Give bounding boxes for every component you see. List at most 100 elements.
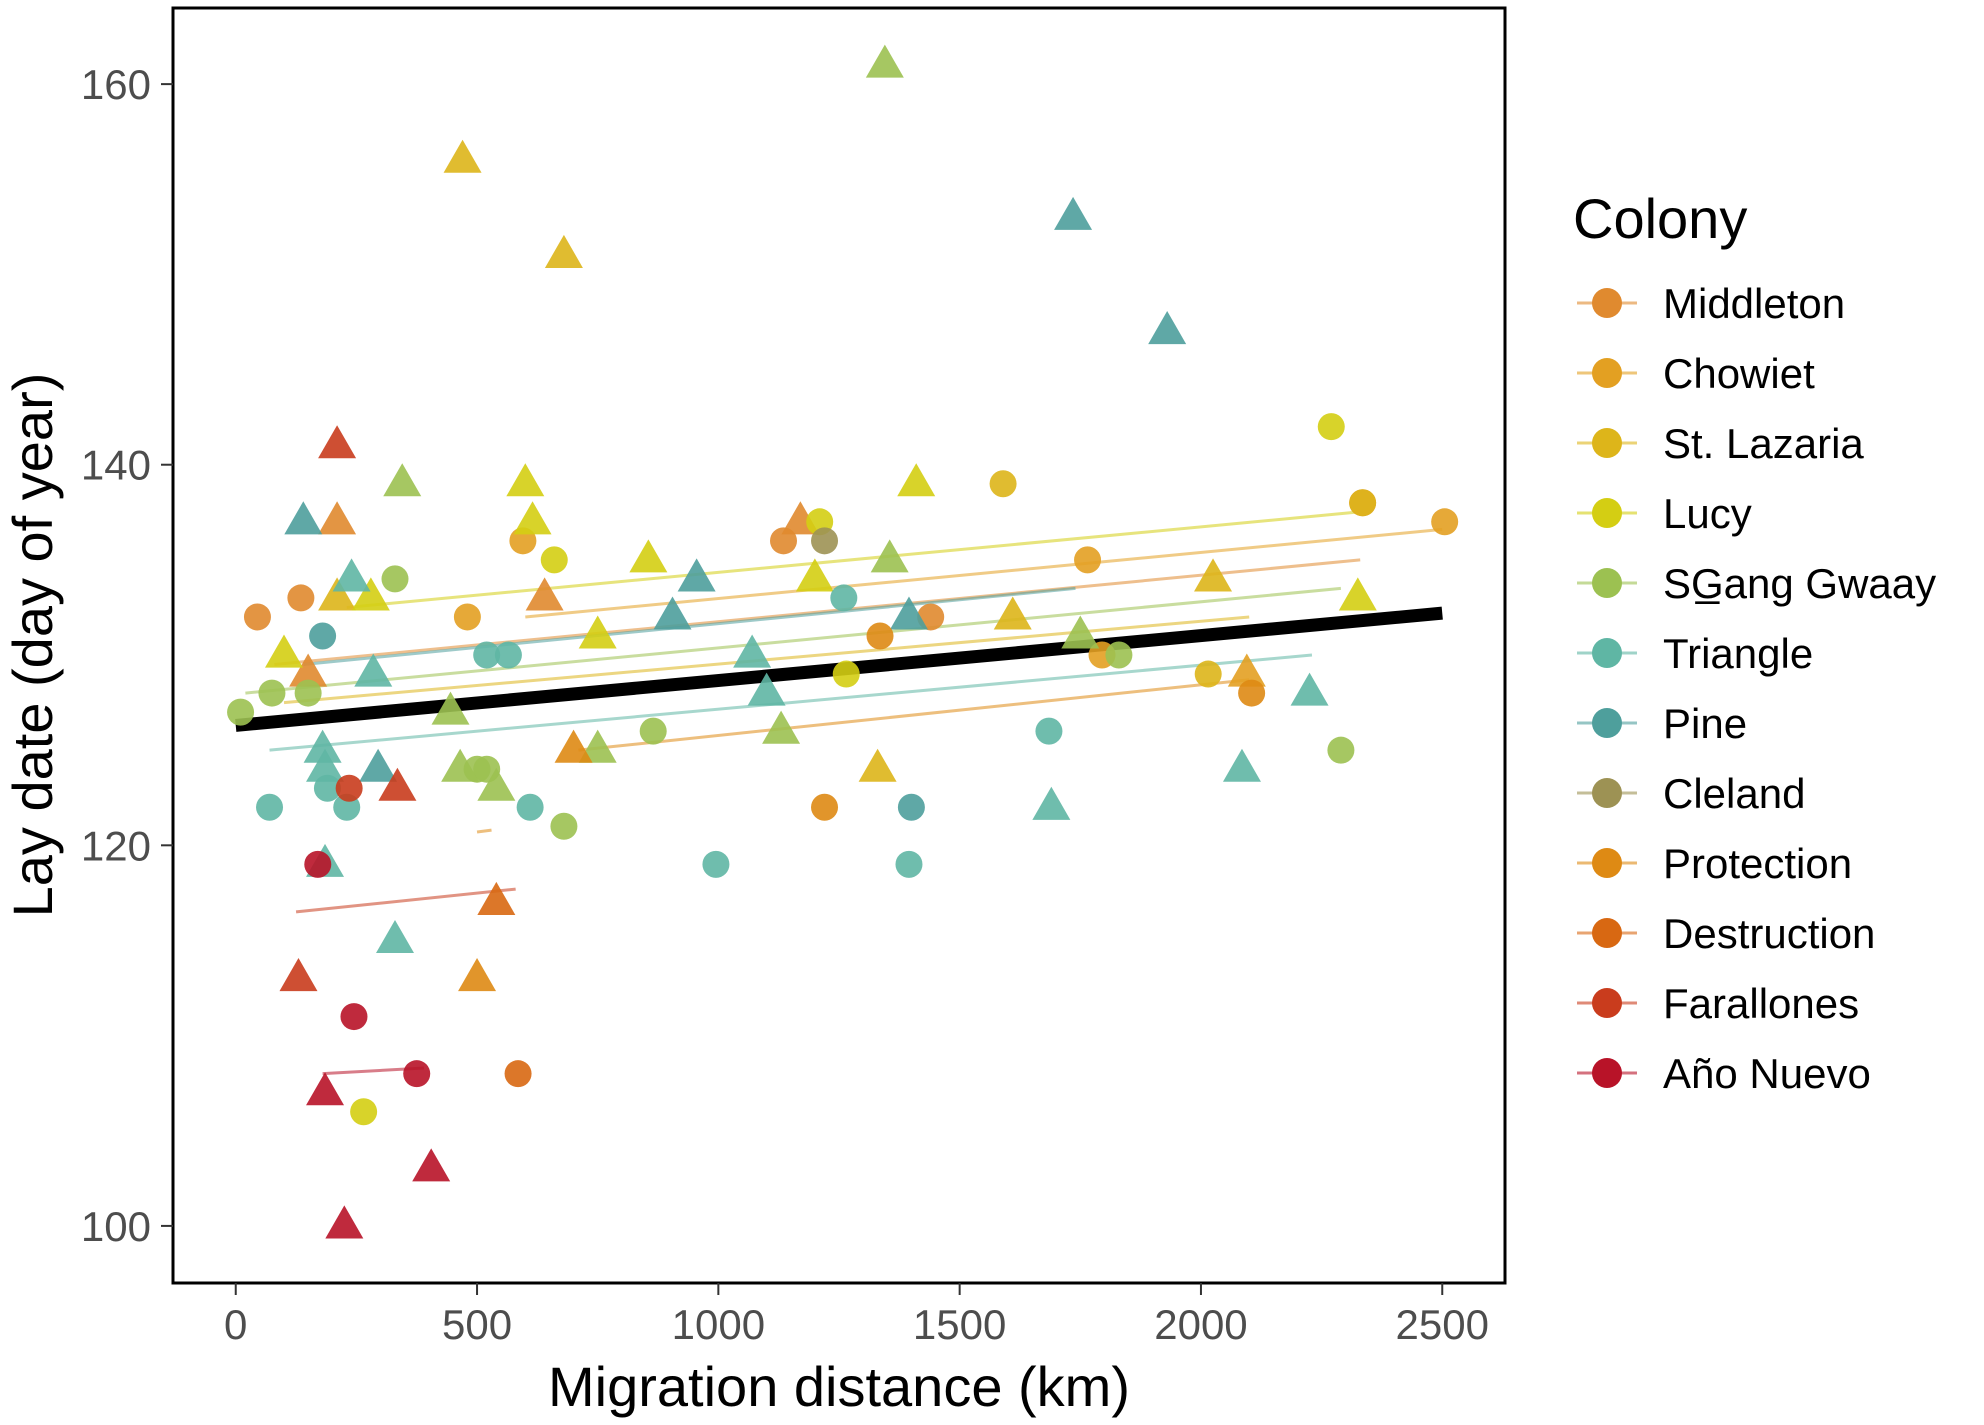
data-point-lucy-circle xyxy=(832,660,860,688)
legend-item-cleland: Cleland xyxy=(1577,770,1805,817)
x-tick-label: 2000 xyxy=(1154,1301,1247,1348)
legend-item-protection: Protection xyxy=(1577,840,1852,887)
data-point-lucy-triangle xyxy=(265,634,303,668)
legend-swatch xyxy=(1592,848,1622,878)
data-point-protection-circle xyxy=(811,793,839,821)
plot-panel-border xyxy=(171,6,1507,1285)
data-point-triangle-triangle xyxy=(303,729,342,763)
fit-line-sgang-gwaay xyxy=(245,586,1342,695)
legend-label: Pine xyxy=(1663,700,1747,747)
data-point-sgang-gwaay-triangle xyxy=(477,767,516,801)
data-point-lucy-triangle xyxy=(578,615,617,649)
data-point-pine-triangle xyxy=(284,501,323,535)
y-tick-label: 100 xyxy=(81,1203,151,1250)
data-point-lucy-triangle xyxy=(506,463,545,497)
legend-swatch xyxy=(1592,288,1622,318)
data-point-st-lazaria-triangle xyxy=(318,577,357,611)
colony-fit-lines xyxy=(245,510,1443,1076)
fit-line-triangle xyxy=(269,653,1313,752)
data-point-lucy-triangle xyxy=(351,577,390,611)
legend-title: Colony xyxy=(1573,187,1747,250)
data-point-sgang-gwaay-circle xyxy=(294,679,322,707)
legend-label: Chowiet xyxy=(1663,350,1815,397)
data-point-sgang-gwaay-circle xyxy=(639,717,667,745)
data-point-st-lazaria-triangle xyxy=(993,596,1032,630)
data-point-chowiet-circle xyxy=(1074,546,1102,574)
data-point-triangle-triangle xyxy=(354,653,393,687)
data-point-lucy-triangle xyxy=(795,558,834,592)
data-point-lucy-circle xyxy=(540,546,568,574)
data-point-triangle-circle xyxy=(830,584,858,612)
data-point-farallones-circle xyxy=(335,774,363,802)
data-point-middleton-circle xyxy=(287,584,315,612)
legend-swatch xyxy=(1592,428,1622,458)
data-point-pine-triangle xyxy=(1054,196,1093,230)
data-point-sgang-gwaay-circle xyxy=(550,812,578,840)
data-point-triangle-triangle xyxy=(747,672,786,706)
x-tick-label: 1000 xyxy=(672,1301,765,1348)
x-axis-title: Migration distance (km) xyxy=(548,1355,1130,1418)
data-point-destruction-circle xyxy=(504,1060,532,1088)
y-axis: 100 120 140 160 xyxy=(81,61,173,1250)
data-point-sgang-gwaay-circle xyxy=(227,698,255,726)
data-point-triangle-triangle xyxy=(332,558,371,592)
data-point-pine-triangle xyxy=(889,596,928,630)
data-point-protection-triangle xyxy=(458,958,497,992)
data-point-ano-nuevo-circle xyxy=(403,1060,431,1088)
data-point-sgang-gwaay-circle xyxy=(258,679,286,707)
data-point-sgang-gwaay-circle xyxy=(381,565,409,593)
data-point-st-lazaria-circle xyxy=(1349,489,1377,517)
data-point-cleland-circle xyxy=(811,527,839,555)
data-point-middleton-triangle xyxy=(525,577,564,611)
data-point-triangle-circle xyxy=(494,641,522,669)
data-point-chowiet-triangle xyxy=(1227,653,1266,687)
data-point-ano-nuevo-triangle xyxy=(306,1072,345,1106)
fit-line-lucy xyxy=(346,510,1356,609)
legend-swatch xyxy=(1592,988,1622,1018)
legend-swatch xyxy=(1592,498,1622,528)
data-point-protection-circle xyxy=(866,622,894,650)
legend-swatch xyxy=(1592,778,1622,808)
legend-item-lucy: Lucy xyxy=(1577,490,1752,537)
data-point-triangle-triangle xyxy=(1032,786,1071,820)
data-point-triangle-triangle xyxy=(376,919,414,954)
data-point-sgang-gwaay-circle xyxy=(1327,736,1355,764)
data-point-farallones-triangle xyxy=(378,767,417,801)
data-point-sgang-gwaay-triangle xyxy=(383,463,422,497)
data-point-sgang-gwaay-triangle xyxy=(431,691,470,725)
legend-item-ano-nuevo: Año Nuevo xyxy=(1577,1050,1871,1097)
legend-label: Farallones xyxy=(1663,980,1859,1027)
data-point-destruction-triangle xyxy=(477,881,516,915)
x-axis: 0 500 1000 1500 2000 2500 xyxy=(224,1283,1489,1348)
legend-label: Año Nuevo xyxy=(1663,1050,1871,1097)
fit-line-middleton xyxy=(274,558,1361,667)
legend-label: Protection xyxy=(1663,840,1852,887)
x-tick-label: 2500 xyxy=(1396,1301,1489,1348)
data-point-st-lazaria-circle xyxy=(1194,660,1222,688)
legend-item-middleton: Middleton xyxy=(1577,280,1845,327)
data-point-pine-triangle xyxy=(677,558,716,592)
data-point-farallones-triangle xyxy=(318,425,357,459)
data-point-lucy-circle xyxy=(1317,413,1345,441)
data-point-sgang-gwaay-circle xyxy=(1105,641,1133,669)
legend-label: Destruction xyxy=(1663,910,1875,957)
x-tick-label: 500 xyxy=(442,1301,512,1348)
legend-label: Cleland xyxy=(1663,770,1805,817)
legend-label: Triangle xyxy=(1663,630,1813,677)
legend-label: Lucy xyxy=(1663,490,1752,537)
legend-swatch xyxy=(1592,358,1622,388)
data-point-triangle-circle xyxy=(702,850,730,878)
data-point-st-lazaria-circle xyxy=(989,470,1017,498)
y-axis-title: Lay date (day of year) xyxy=(1,373,64,918)
data-point-triangle-triangle xyxy=(1222,748,1261,782)
data-point-pine-triangle xyxy=(1148,311,1187,345)
data-points xyxy=(227,44,1459,1239)
legend-item-triangle: Triangle xyxy=(1577,630,1813,677)
data-point-st-lazaria-triangle xyxy=(858,748,897,782)
data-point-ano-nuevo-circle xyxy=(304,850,332,878)
data-point-lucy-triangle xyxy=(1338,577,1377,611)
data-point-st-lazaria-triangle xyxy=(443,139,482,173)
data-point-sgang-gwaay-triangle xyxy=(865,44,904,78)
legend-item-chowiet: Chowiet xyxy=(1577,350,1815,397)
data-point-triangle-circle xyxy=(895,850,923,878)
